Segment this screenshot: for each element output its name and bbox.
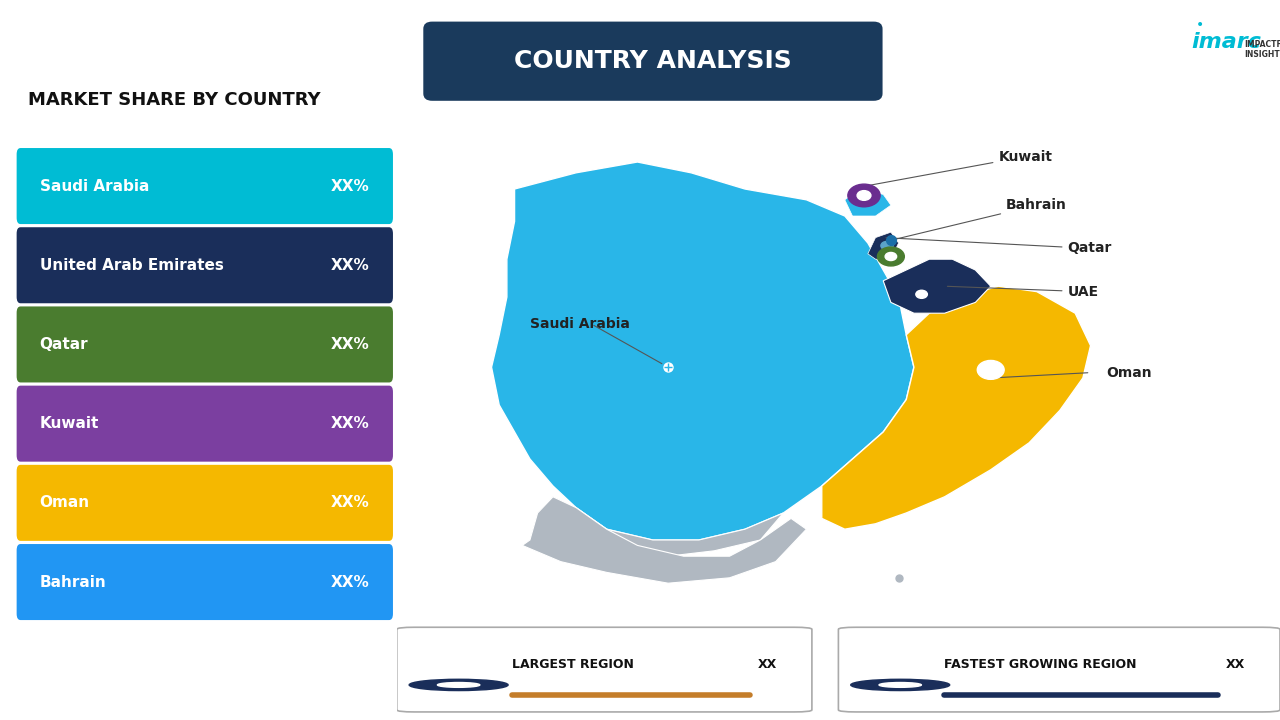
Text: XX%: XX% <box>332 337 370 352</box>
Text: XX: XX <box>1226 658 1245 671</box>
Text: XX%: XX% <box>332 258 370 273</box>
Polygon shape <box>879 685 922 690</box>
FancyBboxPatch shape <box>17 386 393 462</box>
Circle shape <box>908 285 934 304</box>
Text: XX%: XX% <box>332 495 370 510</box>
Polygon shape <box>822 286 1091 529</box>
Text: FASTEST GROWING REGION: FASTEST GROWING REGION <box>945 658 1137 671</box>
Text: Oman: Oman <box>40 495 90 510</box>
Text: COUNTRY ANALYSIS: COUNTRY ANALYSIS <box>515 49 792 73</box>
Polygon shape <box>492 162 914 540</box>
Text: Oman: Oman <box>1106 366 1152 379</box>
Text: Kuwait: Kuwait <box>40 416 99 431</box>
Polygon shape <box>845 189 891 216</box>
Text: LARGEST REGION: LARGEST REGION <box>512 658 634 671</box>
Circle shape <box>984 366 996 374</box>
Circle shape <box>878 247 904 266</box>
Circle shape <box>916 290 927 298</box>
Text: United Arab Emirates: United Arab Emirates <box>40 258 224 273</box>
Text: IMPACTFUL
INSIGHTS: IMPACTFUL INSIGHTS <box>1244 40 1280 59</box>
Text: MARKET SHARE BY COUNTRY: MARKET SHARE BY COUNTRY <box>28 91 321 109</box>
Circle shape <box>881 241 893 250</box>
Circle shape <box>858 191 870 200</box>
Circle shape <box>410 679 508 690</box>
Text: XX%: XX% <box>332 575 370 590</box>
FancyBboxPatch shape <box>17 148 393 224</box>
Circle shape <box>438 683 480 688</box>
Polygon shape <box>530 497 783 556</box>
Polygon shape <box>868 232 899 259</box>
Polygon shape <box>438 685 480 690</box>
FancyBboxPatch shape <box>838 627 1280 712</box>
FancyBboxPatch shape <box>17 307 393 382</box>
Circle shape <box>847 184 881 207</box>
Text: Saudi Arabia: Saudi Arabia <box>40 179 148 194</box>
Text: Bahrain: Bahrain <box>893 198 1068 240</box>
Text: •: • <box>1196 18 1204 32</box>
Circle shape <box>851 679 950 690</box>
Text: Saudi Arabia: Saudi Arabia <box>530 317 630 331</box>
Text: Qatar: Qatar <box>886 238 1112 256</box>
FancyBboxPatch shape <box>424 22 883 101</box>
Circle shape <box>879 683 922 688</box>
Text: UAE: UAE <box>947 284 1098 299</box>
FancyBboxPatch shape <box>17 465 393 541</box>
Polygon shape <box>858 197 870 205</box>
Text: Kuwait: Kuwait <box>867 150 1052 186</box>
Text: XX: XX <box>758 658 777 671</box>
Text: Bahrain: Bahrain <box>40 575 106 590</box>
Text: Qatar: Qatar <box>40 337 88 352</box>
FancyBboxPatch shape <box>397 627 812 712</box>
FancyBboxPatch shape <box>17 228 393 303</box>
Text: XX%: XX% <box>332 179 370 194</box>
Text: imarc: imarc <box>1192 32 1262 53</box>
Circle shape <box>977 361 1004 379</box>
Polygon shape <box>984 372 996 378</box>
Polygon shape <box>916 296 927 302</box>
FancyBboxPatch shape <box>17 544 393 620</box>
Polygon shape <box>883 259 991 313</box>
Circle shape <box>886 253 896 261</box>
Polygon shape <box>522 497 806 583</box>
Polygon shape <box>886 258 896 264</box>
Text: XX%: XX% <box>332 416 370 431</box>
